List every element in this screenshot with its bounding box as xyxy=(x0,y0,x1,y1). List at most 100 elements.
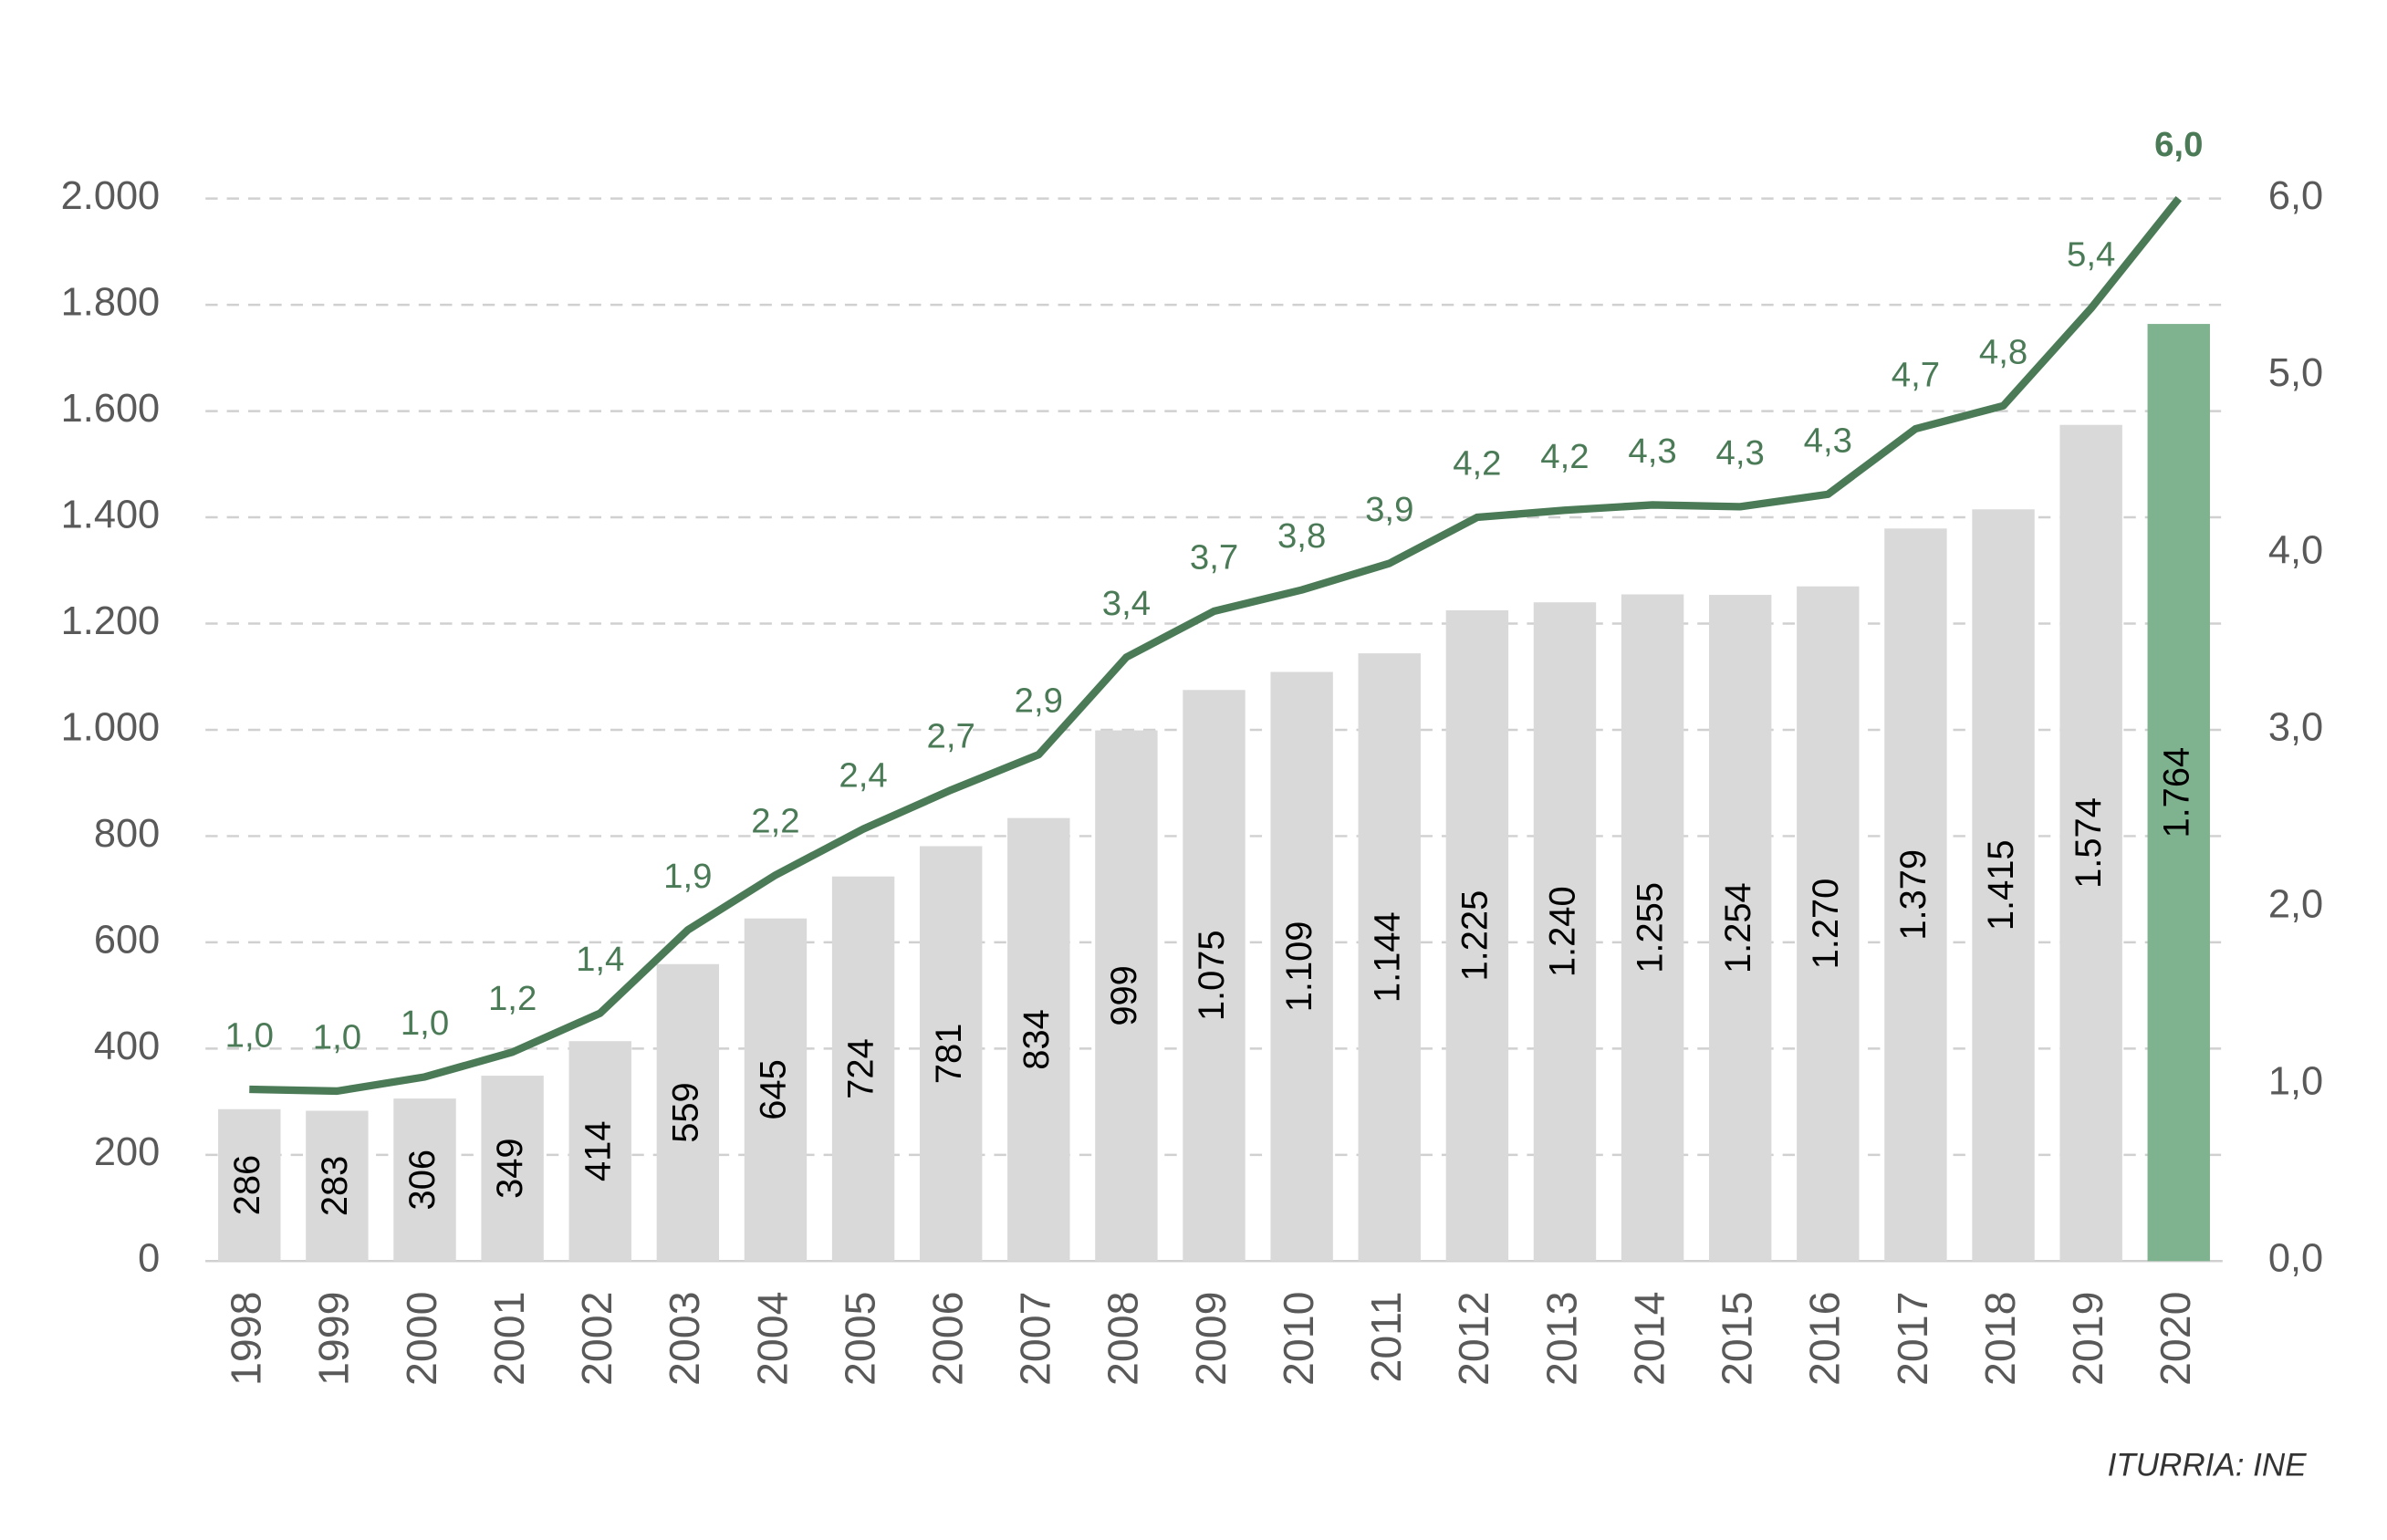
y-tick-label: 1.600 xyxy=(61,387,161,431)
line-value-label: 2,2 xyxy=(751,802,799,841)
bar xyxy=(1095,730,1158,1262)
bar xyxy=(2059,424,2122,1262)
x-tick-label: 2015 xyxy=(1713,1292,1760,1386)
x-tick-label: 2000 xyxy=(398,1292,445,1386)
bar-value-label: 1.574 xyxy=(2069,797,2109,889)
line-value-label: 3,4 xyxy=(1102,584,1151,623)
line-value-label: 2,7 xyxy=(927,717,975,756)
y2-tick-label: 3,0 xyxy=(2268,705,2323,749)
bar-value-label: 781 xyxy=(929,1024,969,1085)
bar-value-label: 1.255 xyxy=(1631,882,1671,973)
line-value-label: 1,0 xyxy=(313,1018,361,1057)
bar-value-label: 1.240 xyxy=(1542,886,1582,977)
bar-value-label: 306 xyxy=(402,1150,443,1211)
x-tick-label: 2013 xyxy=(1537,1292,1585,1386)
line-value-label: 1,9 xyxy=(663,857,712,896)
line-value-label: 1,4 xyxy=(576,940,624,979)
line-value-label: 4,3 xyxy=(1716,433,1765,473)
line-value-label: 6,0 xyxy=(2154,125,2203,164)
bar-value-label: 1.225 xyxy=(1454,890,1495,982)
bar xyxy=(1884,528,1947,1262)
bar xyxy=(1708,595,1772,1262)
x-tick-label: 2020 xyxy=(2152,1292,2199,1386)
x-tick-label: 2011 xyxy=(1362,1292,1410,1383)
line-value-label: 1,0 xyxy=(225,1016,274,1056)
bar-value-label: 1.415 xyxy=(1981,839,2021,931)
bar-value-label: 999 xyxy=(1104,965,1144,1026)
x-tick-label: 2008 xyxy=(1100,1292,1147,1386)
bar xyxy=(568,1041,631,1262)
bar xyxy=(744,918,808,1262)
bar-value-label: 1.379 xyxy=(1893,849,1934,941)
y-tick-label: 800 xyxy=(94,812,160,856)
bar-value-label: 1.270 xyxy=(1806,879,1846,970)
bar xyxy=(1445,609,1509,1262)
bar xyxy=(1358,653,1421,1262)
x-tick-label: 2012 xyxy=(1450,1292,1497,1386)
y-tick-label: 1.000 xyxy=(61,705,161,749)
bar-value-label: 283 xyxy=(315,1156,355,1217)
line-value-label: 4,3 xyxy=(1628,432,1676,471)
y2-tick-label: 4,0 xyxy=(2268,528,2323,572)
bar-value-label: 645 xyxy=(753,1059,793,1120)
y2-tick-label: 5,0 xyxy=(2268,351,2323,395)
y2-tick-label: 0,0 xyxy=(2268,1237,2323,1281)
y-tick-label: 1.400 xyxy=(61,494,161,537)
x-tick-label: 2004 xyxy=(748,1292,796,1386)
bar xyxy=(656,963,720,1262)
y2-tick-label: 6,0 xyxy=(2268,174,2323,218)
bar-value-label: 1.254 xyxy=(1718,882,1758,973)
x-tick-label: 2001 xyxy=(485,1292,533,1386)
x-tick-label: 2017 xyxy=(1889,1292,1936,1386)
x-tick-label: 2009 xyxy=(1187,1292,1235,1386)
x-tick-label: 2014 xyxy=(1625,1292,1673,1386)
line-value-label: 4,2 xyxy=(1453,444,1501,484)
bar-value-label: 1.075 xyxy=(1192,930,1232,1021)
bar xyxy=(306,1110,369,1262)
x-tick-label: 2007 xyxy=(1012,1292,1059,1386)
bar-value-label: 414 xyxy=(578,1121,618,1182)
x-tick-label: 2003 xyxy=(661,1292,708,1386)
line-value-label: 5,4 xyxy=(2067,235,2115,275)
line-value-label: 4,7 xyxy=(1892,356,1940,395)
line-value-label: 1,0 xyxy=(401,1004,449,1043)
x-tick-label: 1998 xyxy=(223,1292,270,1386)
bar-value-label: 724 xyxy=(841,1038,881,1099)
line-value-label: 4,3 xyxy=(1804,421,1852,460)
bar-value-label: 349 xyxy=(490,1138,530,1199)
y-tick-label: 2.000 xyxy=(61,174,161,218)
bar-value-label: 1.109 xyxy=(1279,921,1319,1013)
y-tick-label: 200 xyxy=(94,1130,160,1174)
bar-value-label: 286 xyxy=(227,1155,267,1216)
line-value-label: 4,8 xyxy=(1979,332,2027,371)
x-tick-label: 2002 xyxy=(573,1292,620,1386)
x-tick-label: 2016 xyxy=(1801,1292,1849,1386)
line xyxy=(249,196,2183,1096)
x-tick-label: 2019 xyxy=(2064,1292,2111,1386)
bar xyxy=(1270,671,1333,1262)
bar xyxy=(919,846,983,1262)
y-tick-label: 400 xyxy=(94,1025,160,1068)
bar-value-label: 834 xyxy=(1016,1009,1057,1070)
bar xyxy=(2147,324,2210,1262)
bar xyxy=(1972,509,2035,1262)
x-tick-label: 2006 xyxy=(923,1292,971,1386)
line-value-label: 2,9 xyxy=(1015,682,1063,721)
x-tick-label: 2018 xyxy=(1976,1292,2024,1386)
bar-value-label: 559 xyxy=(665,1082,705,1143)
line-value-label: 3,9 xyxy=(1365,490,1413,529)
y-tick-label: 600 xyxy=(94,918,160,962)
line-value-label: 4,2 xyxy=(1540,437,1589,476)
line-value-label: 2,4 xyxy=(839,755,887,795)
bar xyxy=(218,1108,281,1262)
y2-tick-label: 2,0 xyxy=(2268,883,2323,927)
bar xyxy=(1533,602,1597,1262)
bar xyxy=(1797,586,1860,1262)
y-tick-label: 1.200 xyxy=(61,599,161,643)
line-value-label: 3,7 xyxy=(1190,538,1238,578)
bar xyxy=(481,1076,544,1262)
line-value-label: 1,2 xyxy=(488,979,537,1018)
x-tick-label: 1999 xyxy=(310,1292,358,1386)
y2-tick-label: 1,0 xyxy=(2268,1060,2323,1104)
